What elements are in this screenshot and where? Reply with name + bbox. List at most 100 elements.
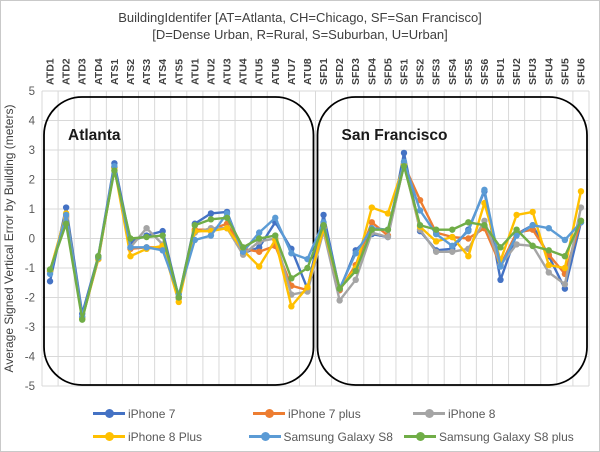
series-point-iphone-7 — [320, 211, 327, 219]
x-category-label: SFD5 — [382, 58, 394, 85]
legend-label: Samsung Galaxy S8 plus — [439, 429, 574, 444]
series-point-samsung-galaxy-s8-plus — [95, 253, 102, 260]
x-category-label: SFD4 — [366, 58, 378, 85]
series-point-samsung-galaxy-s8 — [191, 236, 199, 244]
series-point-iphone-7 — [207, 210, 215, 217]
x-category-label: SFU1 — [495, 58, 507, 85]
x-category-label: SFU2 — [511, 58, 523, 85]
legend-item-iphone-7-plus: iPhone 7 plus — [253, 407, 413, 421]
series-point-samsung-galaxy-s8 — [207, 232, 215, 239]
x-category-label: ATU8 — [302, 58, 314, 85]
series-point-samsung-galaxy-s8-plus — [577, 217, 585, 224]
series-point-samsung-galaxy-s8 — [223, 210, 231, 217]
series-point-samsung-galaxy-s8-plus — [529, 242, 536, 250]
series-point-samsung-galaxy-s8-plus — [320, 222, 327, 229]
y-tick-label: -5 — [25, 381, 35, 393]
x-category-label: ATD4 — [93, 58, 105, 85]
series-point-iphone-8-plus — [384, 210, 392, 217]
y-tick-label: -3 — [25, 322, 35, 334]
series-point-samsung-galaxy-s8-plus — [400, 163, 408, 170]
x-category-label: ATS2 — [125, 59, 137, 85]
series-point-iphone-8-plus — [304, 283, 311, 291]
y-tick-label: 2 — [29, 175, 35, 187]
x-category-label: ATD2 — [61, 58, 73, 85]
x-category-label: ATU5 — [254, 58, 266, 85]
series-point-samsung-galaxy-s8 — [159, 247, 166, 254]
series-point-samsung-galaxy-s8 — [416, 207, 424, 214]
series-point-iphone-8-plus — [288, 303, 295, 310]
x-category-label: SFS5 — [463, 59, 475, 85]
x-category-label: ATS5 — [173, 59, 185, 85]
x-category-label: SFS3 — [431, 59, 443, 85]
series-point-iphone-8-plus — [561, 264, 569, 272]
series-point-samsung-galaxy-s8-plus — [352, 267, 359, 275]
y-tick-label: 5 — [29, 86, 35, 98]
series-point-samsung-galaxy-s8 — [288, 250, 295, 257]
series-point-samsung-galaxy-s8-plus — [127, 235, 134, 242]
series-point-iphone-8-plus — [465, 253, 472, 260]
series-point-iphone-8-plus — [175, 298, 182, 306]
series-line-samsung-galaxy-s8-plus — [48, 165, 583, 321]
series-point-samsung-galaxy-s8 — [255, 229, 263, 236]
series-point-samsung-galaxy-s8 — [400, 158, 408, 165]
x-category-label: SFU6 — [575, 58, 587, 85]
series-point-iphone-7 — [255, 244, 263, 251]
series-point-samsung-galaxy-s8 — [497, 263, 504, 270]
legend-marker-icon — [93, 432, 125, 441]
series-point-iphone-7 — [46, 278, 54, 285]
chart-title-line1: BuildingIdentifer [AT=Atlanta, CH=Chicag… — [118, 10, 482, 25]
x-category-label: SFU4 — [543, 58, 555, 85]
series-point-iphone-8 — [336, 297, 343, 304]
series-point-iphone-8-plus — [545, 261, 552, 269]
series-point-samsung-galaxy-s8-plus — [513, 226, 520, 233]
x-category-label: ATU4 — [238, 58, 250, 85]
x-category-label: SFS6 — [479, 59, 491, 85]
series-point-samsung-galaxy-s8 — [62, 211, 70, 219]
series-point-iphone-8 — [143, 224, 150, 232]
series-point-samsung-galaxy-s8 — [432, 230, 440, 238]
y-tick-label: 1 — [29, 204, 35, 216]
series-point-iphone-8 — [432, 248, 440, 255]
x-category-label: ATU3 — [222, 58, 234, 85]
legend-label: iPhone 7 plus — [288, 406, 361, 421]
series-point-iphone-8-plus — [513, 211, 520, 219]
legend-item-iphone-8: iPhone 8 — [413, 407, 573, 421]
series-point-samsung-galaxy-s8-plus — [465, 219, 472, 226]
legend-label: iPhone 8 Plus — [128, 429, 203, 444]
legend-marker-icon — [404, 432, 436, 441]
x-category-label: SFD2 — [334, 58, 346, 85]
chart-title-line2: [D=Dense Urban, R=Rural, S=Suburban, U=U… — [152, 27, 448, 42]
x-category-label: ATD1 — [45, 58, 57, 85]
series-point-samsung-galaxy-s8-plus — [449, 226, 456, 233]
region-label-san-francisco: San Francisco — [342, 127, 448, 144]
series-point-iphone-7 — [497, 276, 504, 283]
x-category-label: SFD3 — [350, 58, 362, 85]
series-point-samsung-galaxy-s8 — [352, 250, 359, 257]
series-point-samsung-galaxy-s8-plus — [432, 226, 440, 233]
series-point-samsung-galaxy-s8-plus — [191, 222, 199, 229]
region-label-atlanta: Atlanta — [68, 127, 121, 144]
series-point-samsung-galaxy-s8-plus — [336, 285, 343, 292]
series-point-iphone-7 — [561, 285, 569, 292]
series-point-samsung-galaxy-s8 — [127, 244, 134, 251]
series-point-samsung-galaxy-s8-plus — [561, 253, 569, 260]
series-point-iphone-7-plus — [368, 219, 376, 226]
y-tick-label: 3 — [29, 145, 35, 157]
legend-marker-icon — [413, 409, 445, 418]
series-point-samsung-galaxy-s8-plus — [239, 244, 247, 251]
x-category-label: ATS4 — [157, 59, 169, 85]
legend-row: iPhone 8 Plus Samsung Galaxy S8 Samsung Ga… — [93, 425, 574, 448]
y-axis-title: Average Signed Vertical Error by Buildin… — [2, 105, 16, 373]
series-point-iphone-7-plus — [255, 248, 263, 255]
series-point-iphone-8 — [561, 281, 569, 288]
x-category-label: ATU6 — [270, 58, 282, 85]
legend-row: iPhone 7 iPhone 7 plus iPhone 8 — [93, 402, 573, 425]
x-category-label: SFU5 — [559, 58, 571, 85]
series-point-samsung-galaxy-s8-plus — [368, 226, 376, 233]
chart-legend: iPhone 7 iPhone 7 plus iPhone 8 iPhone 8 Pl… — [93, 402, 574, 448]
series-point-samsung-galaxy-s8-plus — [175, 294, 182, 301]
series-point-samsung-galaxy-s8 — [272, 214, 279, 222]
series-point-samsung-galaxy-s8-plus — [62, 220, 70, 227]
